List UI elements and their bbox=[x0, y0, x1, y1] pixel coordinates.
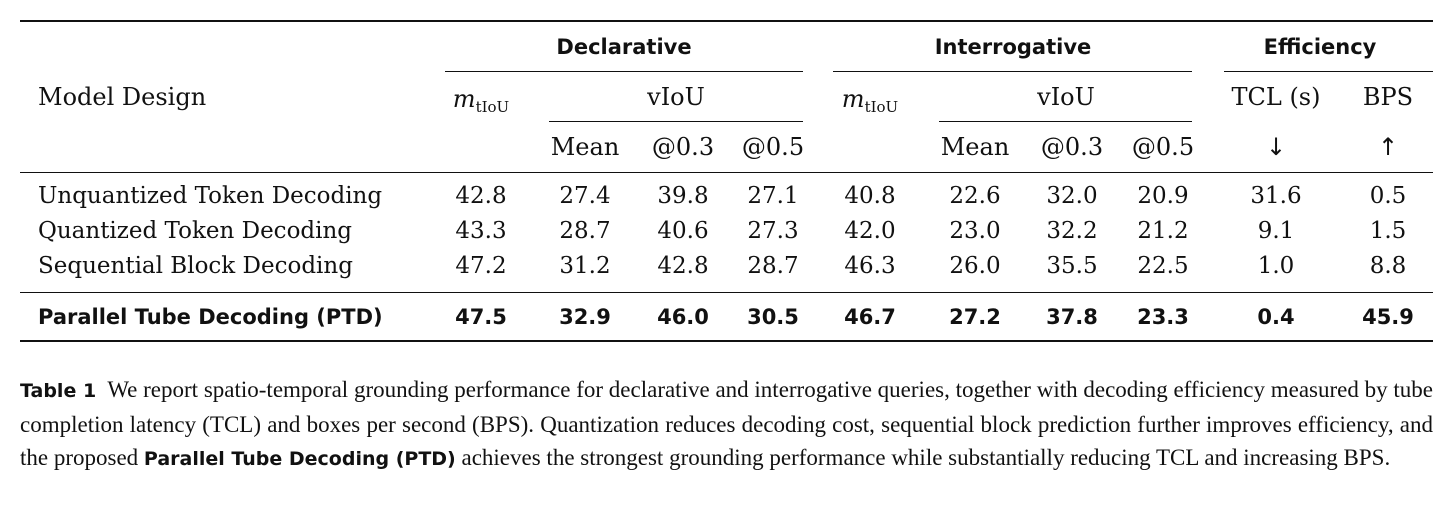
cell: 22.5 bbox=[1137, 253, 1189, 279]
row-name: Quantized Token Decoding bbox=[38, 218, 353, 244]
interrogative-m-tiou-header: mtIoU bbox=[842, 84, 898, 122]
caption-text-2: achieves the strongest grounding perform… bbox=[461, 445, 1391, 470]
cell: 32.2 bbox=[1046, 218, 1098, 244]
declarative-at03-header: @0.3 bbox=[651, 133, 715, 161]
interrogative-group-rule bbox=[833, 71, 1192, 72]
top-rule bbox=[20, 20, 1433, 22]
cell: 30.5 bbox=[747, 305, 799, 329]
caption-highlight: Parallel Tube Decoding (PTD) bbox=[143, 448, 456, 470]
declarative-viou-header: vIoU bbox=[647, 83, 705, 111]
cell: 0.5 bbox=[1369, 183, 1407, 209]
interrogative-viou-header: vIoU bbox=[1037, 83, 1095, 111]
group-interrogative: Interrogative bbox=[934, 35, 1092, 59]
cell: 40.8 bbox=[844, 183, 896, 209]
model-design-header: Model Design bbox=[38, 83, 207, 111]
declarative-at05-header: @0.5 bbox=[741, 133, 805, 161]
m-tiou-sub: tIoU bbox=[864, 98, 899, 116]
table-caption: Table 1 We report spatio-temporal ground… bbox=[20, 373, 1433, 476]
tcl-down-arrow-icon: ↓ bbox=[1265, 133, 1287, 161]
declarative-m-tiou-header: mtIoU bbox=[453, 84, 509, 122]
bps-header: BPS bbox=[1362, 83, 1414, 111]
group-efficiency: Efficiency bbox=[1263, 35, 1377, 59]
declarative-viou-rule bbox=[549, 121, 803, 122]
cell: 1.5 bbox=[1369, 218, 1407, 244]
cell: 32.0 bbox=[1046, 183, 1098, 209]
header-rule bbox=[20, 172, 1433, 173]
caption-text-1: We report spatio-temporal grounding perf… bbox=[20, 377, 1433, 470]
bps-up-arrow-icon: ↑ bbox=[1377, 133, 1399, 161]
interrogative-viou-rule bbox=[939, 121, 1192, 122]
cell: 46.0 bbox=[657, 305, 709, 329]
efficiency-group-rule bbox=[1224, 71, 1433, 72]
cell: 23.0 bbox=[949, 218, 1001, 244]
interrogative-mean-header: Mean bbox=[940, 133, 1010, 161]
cell: 28.7 bbox=[747, 253, 799, 279]
interrogative-at03-header: @0.3 bbox=[1040, 133, 1104, 161]
cell: 31.6 bbox=[1250, 183, 1302, 209]
cell: 43.3 bbox=[455, 218, 507, 244]
cell: 46.3 bbox=[844, 253, 896, 279]
cell: 1.0 bbox=[1257, 253, 1295, 279]
cell: 0.4 bbox=[1257, 305, 1295, 329]
cell: 42.8 bbox=[455, 183, 507, 209]
cell: 27.1 bbox=[747, 183, 799, 209]
cell: 47.2 bbox=[455, 253, 507, 279]
row-name: Unquantized Token Decoding bbox=[38, 183, 383, 209]
row-name: Sequential Block Decoding bbox=[38, 253, 353, 279]
cell: 32.9 bbox=[559, 305, 611, 329]
cell: 42.8 bbox=[657, 253, 709, 279]
cell: 37.8 bbox=[1046, 305, 1098, 329]
cell: 46.7 bbox=[844, 305, 896, 329]
cell: 20.9 bbox=[1137, 183, 1189, 209]
row-name: Parallel Tube Decoding (PTD) bbox=[38, 305, 383, 329]
declarative-mean-header: Mean bbox=[550, 133, 620, 161]
cell: 21.2 bbox=[1137, 218, 1189, 244]
cell: 40.6 bbox=[657, 218, 709, 244]
cell: 47.5 bbox=[455, 305, 507, 329]
cell: 35.5 bbox=[1046, 253, 1098, 279]
m-tiou-base: m bbox=[841, 85, 865, 113]
cell: 28.7 bbox=[559, 218, 611, 244]
cell: 45.9 bbox=[1362, 305, 1414, 329]
group-declarative: Declarative bbox=[556, 35, 692, 59]
cell: 42.0 bbox=[844, 218, 896, 244]
m-tiou-base: m bbox=[452, 85, 476, 113]
cell: 31.2 bbox=[559, 253, 611, 279]
cell: 39.8 bbox=[657, 183, 709, 209]
cell: 27.3 bbox=[747, 218, 799, 244]
declarative-group-rule bbox=[445, 71, 803, 72]
caption-label: Table 1 bbox=[20, 380, 97, 402]
cell: 27.4 bbox=[559, 183, 611, 209]
best-row-rule bbox=[20, 292, 1433, 293]
cell: 22.6 bbox=[949, 183, 1001, 209]
cell: 9.1 bbox=[1257, 218, 1295, 244]
interrogative-at05-header: @0.5 bbox=[1131, 133, 1195, 161]
m-tiou-sub: tIoU bbox=[475, 98, 510, 116]
bottom-rule bbox=[20, 340, 1433, 342]
cell: 27.2 bbox=[949, 305, 1001, 329]
tcl-header: TCL (s) bbox=[1231, 83, 1321, 111]
cell: 8.8 bbox=[1369, 253, 1407, 279]
cell: 26.0 bbox=[949, 253, 1001, 279]
cell: 23.3 bbox=[1137, 305, 1189, 329]
